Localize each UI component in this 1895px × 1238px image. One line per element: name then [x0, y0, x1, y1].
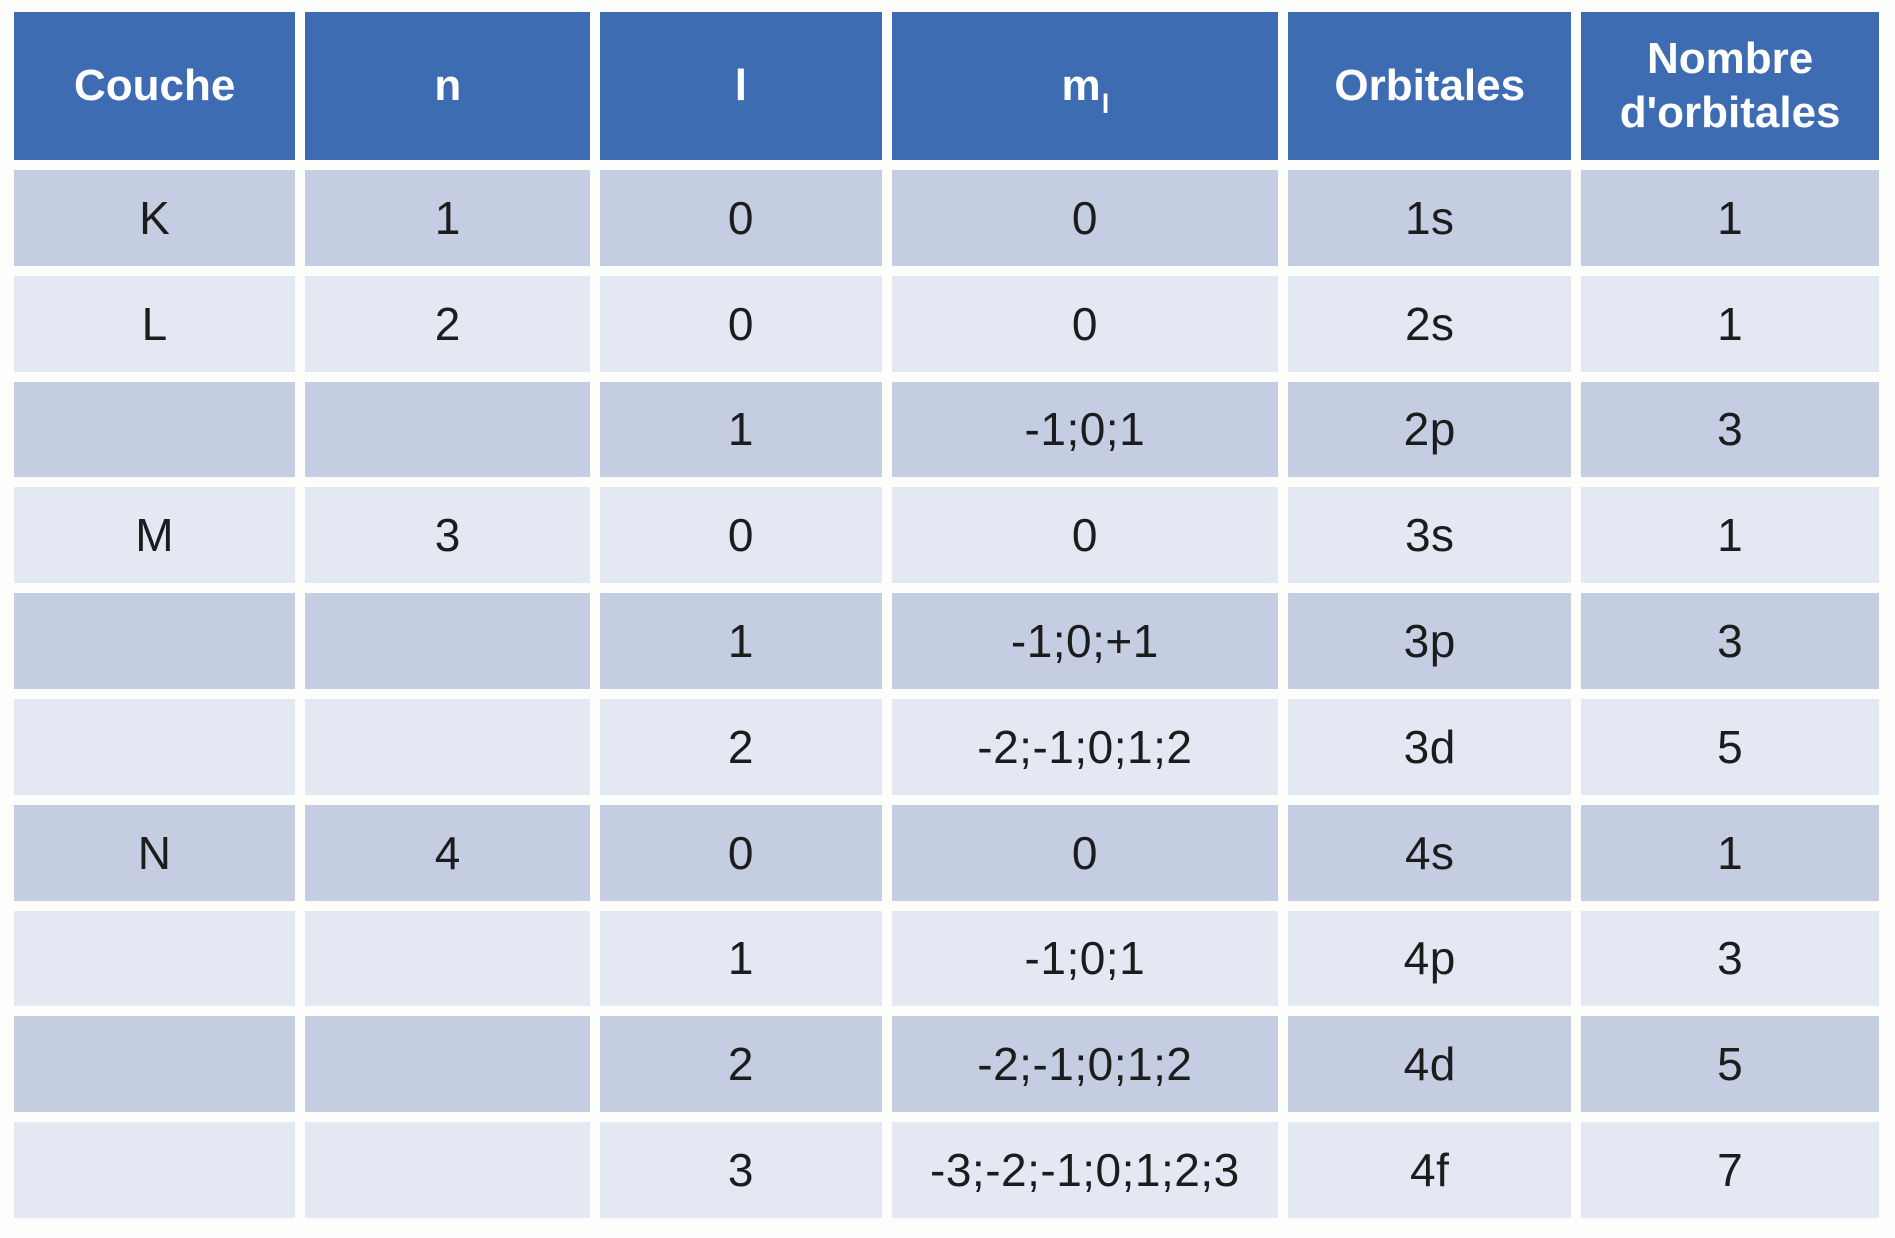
cell-n: 4 — [305, 804, 591, 901]
cell-couche — [14, 698, 296, 795]
cell-l: 1 — [600, 593, 882, 689]
cell-nombre: 3 — [1581, 593, 1879, 689]
cell-ml: 0 — [891, 487, 1279, 584]
cell-ml: -1;0;1 — [891, 381, 1279, 478]
cell-n — [305, 381, 591, 478]
cell-nombre: 5 — [1581, 698, 1879, 795]
cell-orbitales: 3s — [1288, 487, 1572, 584]
table-row: 1 -1;0;1 2p 3 — [14, 381, 1879, 478]
cell-nombre: 7 — [1581, 1122, 1879, 1218]
cell-l: 0 — [600, 804, 882, 901]
orbitals-table: Couche n l ml Orbitales Nombre d'orbital… — [4, 2, 1889, 1228]
cell-n — [305, 593, 591, 689]
cell-n: 3 — [305, 487, 591, 584]
table-row: N 4 0 0 4s 1 — [14, 804, 1879, 901]
cell-orbitales: 4p — [1288, 910, 1572, 1007]
cell-orbitales: 1s — [1288, 170, 1572, 266]
cell-l: 2 — [600, 698, 882, 795]
cell-orbitales: 2s — [1288, 275, 1572, 372]
header-label-nombre-orbitales: Nombre d'orbitales — [1619, 34, 1841, 137]
cell-orbitales: 3p — [1288, 593, 1572, 689]
cell-l: 2 — [600, 1016, 882, 1113]
header-row: Couche n l ml Orbitales Nombre d'orbital… — [14, 12, 1879, 160]
cell-nombre: 3 — [1581, 910, 1879, 1007]
header-label-ml-subscript: l — [1101, 88, 1110, 120]
cell-couche: M — [14, 487, 296, 584]
cell-couche — [14, 381, 296, 478]
cell-couche — [14, 1016, 296, 1113]
table-row: 3 -3;-2;-1;0;1;2;3 4f 7 — [14, 1122, 1879, 1218]
cell-nombre: 1 — [1581, 804, 1879, 901]
cell-orbitales: 4s — [1288, 804, 1572, 901]
cell-ml: -1;0;1 — [891, 910, 1279, 1007]
cell-orbitales: 4d — [1288, 1016, 1572, 1113]
cell-n — [305, 910, 591, 1007]
cell-ml: 0 — [891, 275, 1279, 372]
cell-ml: -1;0;+1 — [891, 593, 1279, 689]
table-row: L 2 0 0 2s 1 — [14, 275, 1879, 372]
cell-n — [305, 1016, 591, 1113]
header-label-orbitales: Orbitales — [1334, 61, 1526, 111]
cell-nombre: 1 — [1581, 275, 1879, 372]
table-row: K 1 0 0 1s 1 — [14, 170, 1879, 266]
cell-l: 1 — [600, 381, 882, 478]
table-row: 1 -1;0;1 4p 3 — [14, 910, 1879, 1007]
table-row: 2 -2;-1;0;1;2 3d 5 — [14, 698, 1879, 795]
cell-n — [305, 1122, 591, 1218]
cell-l: 0 — [600, 487, 882, 584]
table-body: K 1 0 0 1s 1 L 2 0 0 2s 1 1 -1;0;1 2p 3 M 3 0 0 3s 1 1 -1;0;+1 3… — [14, 170, 1879, 1218]
header-cell-orbitales: Orbitales — [1288, 12, 1572, 160]
cell-n — [305, 698, 591, 795]
table-row: 2 -2;-1;0;1;2 4d 5 — [14, 1016, 1879, 1113]
cell-couche — [14, 910, 296, 1007]
cell-l: 0 — [600, 275, 882, 372]
cell-couche: L — [14, 275, 296, 372]
header-cell-couche: Couche — [14, 12, 296, 160]
cell-couche — [14, 1122, 296, 1218]
header-label-ml-base: m — [1061, 61, 1101, 111]
cell-couche: K — [14, 170, 296, 266]
header-label-n: n — [434, 61, 462, 111]
cell-ml: -2;-1;0;1;2 — [891, 698, 1279, 795]
header-cell-n: n — [305, 12, 591, 160]
cell-orbitales: 2p — [1288, 381, 1572, 478]
header-label-l: l — [734, 61, 748, 111]
cell-ml: -2;-1;0;1;2 — [891, 1016, 1279, 1113]
cell-l: 0 — [600, 170, 882, 266]
cell-orbitales: 4f — [1288, 1122, 1572, 1218]
cell-couche — [14, 593, 296, 689]
header-cell-nombre-orbitales: Nombre d'orbitales — [1581, 12, 1879, 160]
cell-ml: 0 — [891, 804, 1279, 901]
cell-nombre: 1 — [1581, 170, 1879, 266]
header-cell-l: l — [600, 12, 882, 160]
table-row: 1 -1;0;+1 3p 3 — [14, 593, 1879, 689]
cell-n: 1 — [305, 170, 591, 266]
cell-l: 3 — [600, 1122, 882, 1218]
header-cell-ml: ml — [891, 12, 1279, 160]
cell-couche: N — [14, 804, 296, 901]
cell-orbitales: 3d — [1288, 698, 1572, 795]
cell-ml: -3;-2;-1;0;1;2;3 — [891, 1122, 1279, 1218]
header-label-couche: Couche — [73, 61, 236, 111]
cell-n: 2 — [305, 275, 591, 372]
cell-nombre: 1 — [1581, 487, 1879, 584]
cell-nombre: 5 — [1581, 1016, 1879, 1113]
table-row: M 3 0 0 3s 1 — [14, 487, 1879, 584]
cell-l: 1 — [600, 910, 882, 1007]
cell-ml: 0 — [891, 170, 1279, 266]
cell-nombre: 3 — [1581, 381, 1879, 478]
